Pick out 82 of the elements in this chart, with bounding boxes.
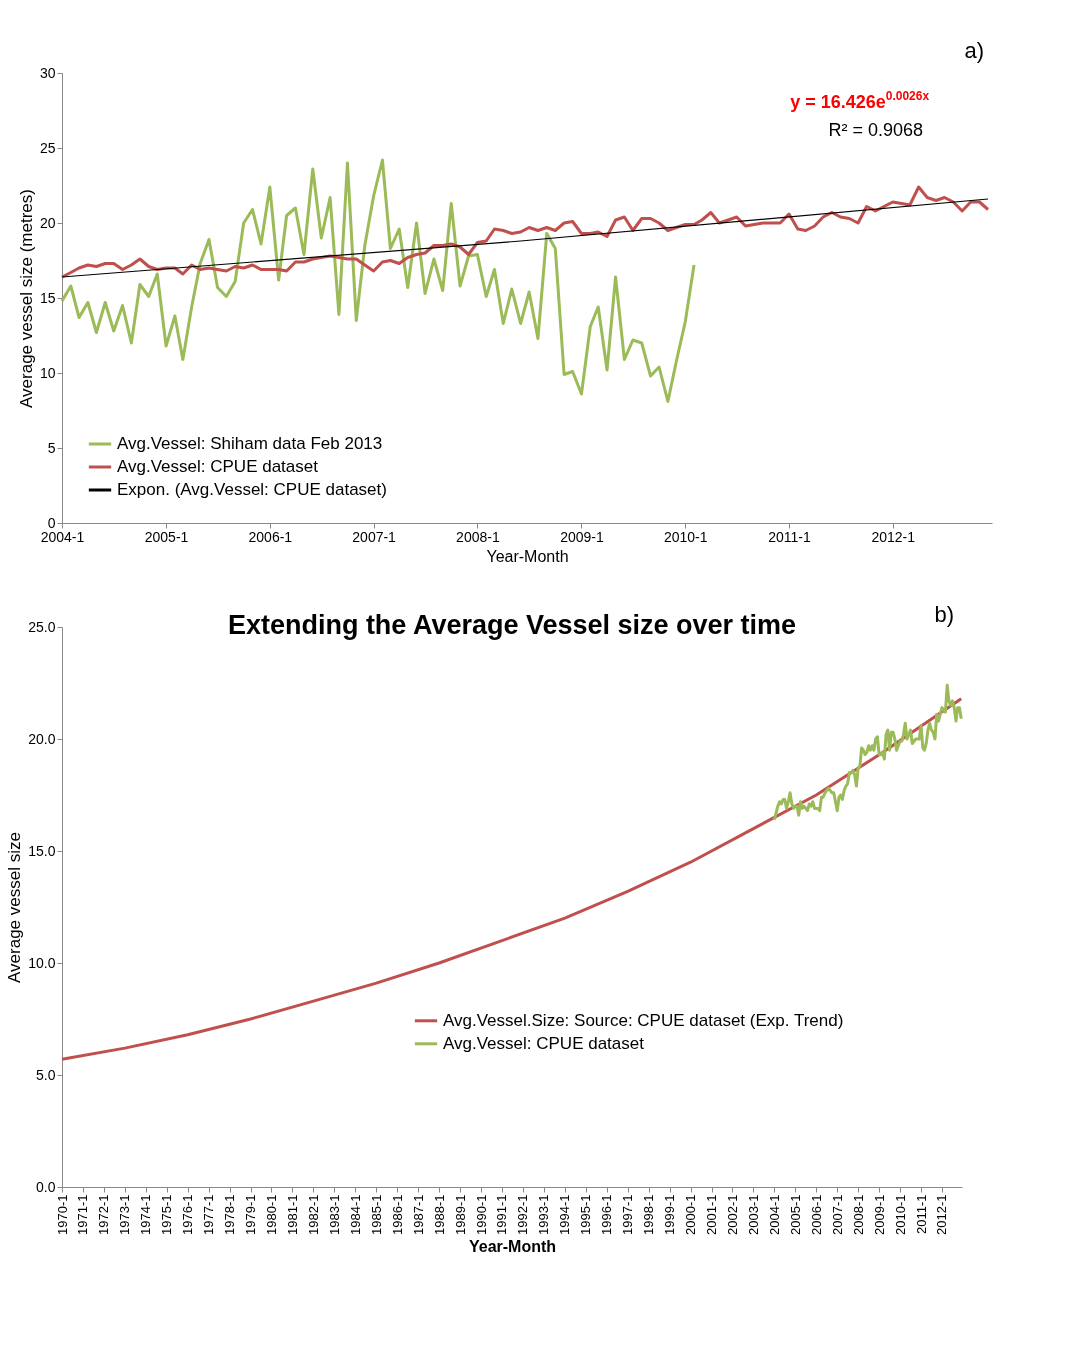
x-tick-label: 1980-1 (264, 1194, 279, 1235)
line-series (60, 185, 990, 279)
line-series (772, 683, 963, 822)
y-axis-title: Average vessel size (metres) (16, 189, 36, 408)
x-tick-label: 2002-1 (724, 1194, 740, 1235)
x-tick-label: 2008-1 (456, 528, 500, 545)
x-tick-label: 1970-1 (54, 1194, 70, 1235)
x-tick-label: 2005-1 (787, 1194, 803, 1235)
x-tick-label: 2006-1 (808, 1194, 824, 1235)
x-tick-label: 1984-1 (347, 1194, 363, 1235)
x-tick-label: 1982-1 (305, 1194, 321, 1235)
x-axis-title: Year-Month (486, 547, 569, 565)
x-tick-label: 1998-1 (641, 1194, 657, 1235)
x-tick-label: 1996-1 (599, 1194, 615, 1235)
x-tick-label: 2003-1 (745, 1194, 761, 1235)
legend-label: Expon. (Avg.Vessel: CPUE dataset) (117, 480, 387, 499)
legend-label: Avg.Vessel: CPUE dataset (443, 1033, 645, 1053)
x-tick-label: 1985-1 (368, 1194, 384, 1235)
y-tick-label: 20.0 (28, 730, 56, 747)
x-tick-label: 2005-1 (144, 528, 189, 545)
x-tick-label: 1981-1 (284, 1194, 300, 1235)
y-tick-label: 5.0 (36, 1066, 56, 1083)
x-tick-label: 2006-1 (248, 528, 293, 545)
y-tick-label: 0 (47, 514, 56, 531)
x-tick-label: 2004-1 (766, 1194, 782, 1235)
x-tick-label: 1971-1 (75, 1194, 91, 1235)
y-tick-label: 0.0 (36, 1178, 56, 1195)
x-tick-label: 1993-1 (536, 1194, 552, 1235)
x-tick-label: 2011-1 (913, 1194, 929, 1235)
y-tick-label: 10 (39, 364, 56, 381)
x-tick-label: 1999-1 (662, 1194, 678, 1235)
x-tick-label: 2000-1 (683, 1194, 699, 1235)
y-tick-label: 15.0 (28, 842, 56, 859)
y-axis-title: Average vessel size (5, 832, 25, 983)
y-tick-label: 10.0 (28, 954, 56, 971)
x-tick-label: 1997-1 (620, 1194, 636, 1235)
legend-label: Avg.Vessel: CPUE dataset (117, 457, 319, 476)
x-tick-label: 1973-1 (117, 1194, 133, 1235)
x-tick-label: 1974-1 (138, 1194, 154, 1235)
x-tick-label: 2007-1 (829, 1194, 845, 1235)
x-tick-label: 2009-1 (560, 528, 604, 545)
x-tick-label: 1983-1 (326, 1194, 342, 1235)
text: b) (934, 602, 954, 627)
x-tick-label: 2012-1 (871, 528, 916, 545)
x-tick-label: 1977-1 (201, 1194, 217, 1235)
x-tick-label: 1994-1 (557, 1194, 573, 1235)
x-tick-label: 2004-1 (40, 528, 85, 545)
x-tick-label: 1991-1 (494, 1194, 510, 1235)
x-tick-label: 2009-1 (871, 1194, 887, 1235)
chart-title: Extending the Average Vessel size over time (227, 610, 797, 640)
x-tick-label: 2008-1 (850, 1194, 866, 1235)
x-tick-label: 1975-1 (159, 1194, 175, 1235)
x-tick-label: 2010-1 (892, 1194, 908, 1235)
x-tick-label: 2001-1 (704, 1194, 720, 1235)
line-series (60, 158, 696, 403)
y-tick-label: 20 (39, 214, 56, 231)
x-tick-label: 1995-1 (578, 1194, 594, 1235)
text: a) (964, 38, 984, 63)
y-tick-label: 30 (39, 64, 56, 81)
x-tick-label: 2011-1 (768, 528, 811, 545)
x-axis-title: Year-Month (468, 1237, 557, 1255)
x-tick-label: 1978-1 (222, 1194, 238, 1235)
x-tick-label: 1972-1 (96, 1194, 112, 1235)
y-tick-label: 5 (47, 439, 56, 456)
legend-label: Avg.Vessel: Shiham data Feb 2013 (117, 434, 383, 453)
line-series (60, 697, 963, 1061)
x-tick-label: 2010-1 (663, 528, 708, 545)
x-tick-label: 1989-1 (452, 1194, 468, 1235)
x-tick-label: 1992-1 (515, 1194, 531, 1235)
legend-label: Avg.Vessel.Size: Source: CPUE dataset (Exp. Trend) (443, 1010, 844, 1030)
y-tick-label: 25 (39, 139, 56, 156)
y-tick-label: 25.0 (28, 618, 56, 635)
x-tick-label: 1987-1 (410, 1194, 426, 1235)
x-tick-label: 1976-1 (180, 1194, 196, 1235)
y-tick-label: 15 (39, 289, 56, 306)
x-tick-label: 2007-1 (352, 528, 397, 545)
x-tick-label: 1979-1 (243, 1194, 259, 1235)
x-tick-label: 1988-1 (431, 1194, 447, 1235)
x-tick-label: 1990-1 (473, 1194, 489, 1235)
x-tick-label: 1986-1 (389, 1194, 405, 1235)
x-tick-label: 2012-1 (934, 1194, 950, 1235)
annotation: R² = 0.9068 (828, 120, 924, 140)
